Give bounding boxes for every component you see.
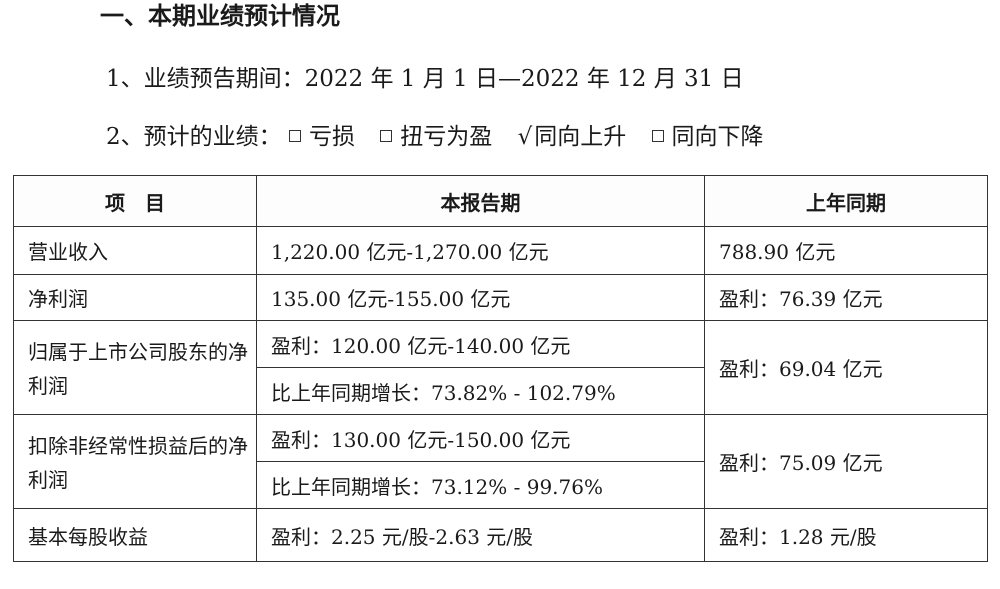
forecast-type-line: 2、预计的业绩： 亏损 扭亏为盈 √同向上升 同向下降 xyxy=(106,122,782,152)
item-eps: 基本每股收益 xyxy=(13,508,257,562)
header-item: 项 目 xyxy=(13,175,257,227)
header-current-period: 本报告期 xyxy=(256,175,705,227)
option-turnaround: 扭亏为盈 xyxy=(380,124,492,150)
table-row: 归属于上市公司股东的净利润 盈利：120.00 亿元-140.00 亿元 盈利：… xyxy=(13,320,988,415)
revenue-previous: 788.90 亿元 xyxy=(704,226,988,275)
attributable-previous: 盈利：69.04 亿元 xyxy=(704,320,988,415)
item-revenue: 营业收入 xyxy=(13,226,257,275)
checkmark-icon: √ xyxy=(517,124,533,150)
option-loss: 亏损 xyxy=(288,124,355,150)
table-row: 比上年同期增长：73.82% - 102.79% xyxy=(14,367,988,415)
option-decrease: 同向下降 xyxy=(651,124,764,150)
checkbox-unchecked-icon xyxy=(651,130,664,142)
table-row: 比上年同期增长：73.12% - 99.76% xyxy=(14,461,988,509)
item-net-profit: 净利润 xyxy=(13,274,257,321)
item-non-recurring-net-profit: 扣除非经常性损益后的净利润 xyxy=(13,414,257,509)
eps-current: 盈利：2.25 元/股-2.63 元/股 xyxy=(256,508,705,562)
option-increase: √同向上升 xyxy=(517,124,627,150)
net-profit-previous: 盈利：76.39 亿元 xyxy=(704,274,988,321)
attributable-current-profit: 盈利：120.00 亿元-140.00 亿元 xyxy=(256,320,705,368)
item-attributable-net-profit: 归属于上市公司股东的净利润 xyxy=(13,320,257,415)
header-previous-period: 上年同期 xyxy=(704,175,988,227)
checkbox-unchecked-icon xyxy=(288,130,301,142)
net-profit-current: 135.00 亿元-155.00 亿元 xyxy=(256,274,705,321)
eps-previous: 盈利：1.28 元/股 xyxy=(704,508,988,562)
checkbox-unchecked-icon xyxy=(380,130,393,142)
forecast-label: 2、预计的业绩： xyxy=(106,124,282,150)
table-header-row: 项 目 本报告期 上年同期 xyxy=(13,175,988,227)
non-recurring-previous: 盈利：75.09 亿元 xyxy=(704,414,988,509)
table-row: 营业收入 1,220.00 亿元-1,270.00 亿元 788.90 亿元 xyxy=(13,226,988,275)
non-recurring-current-profit: 盈利：130.00 亿元-150.00 亿元 xyxy=(256,414,705,462)
table-row: 基本每股收益 盈利：2.25 元/股-2.63 元/股 盈利：1.28 元/股 xyxy=(13,508,988,562)
revenue-current: 1,220.00 亿元-1,270.00 亿元 xyxy=(256,226,705,275)
table-row: 扣除非经常性损益后的净利润 盈利：130.00 亿元-150.00 亿元 盈利：… xyxy=(13,414,988,509)
attributable-current-growth: 比上年同期增长：73.82% - 102.79% xyxy=(256,367,705,415)
non-recurring-current-growth: 比上年同期增长：73.12% - 99.76% xyxy=(256,461,705,509)
section-heading: 一、本期业绩预计情况 xyxy=(100,2,340,30)
table-row: 净利润 135.00 亿元-155.00 亿元 盈利：76.39 亿元 xyxy=(13,274,988,321)
forecast-period-line: 1、业绩预告期间：2022 年 1 月 1 日—2022 年 12 月 31 日 xyxy=(106,66,744,92)
performance-forecast-table: 项 目 本报告期 上年同期 营业收入 1,220.00 亿元-1,270.00 … xyxy=(13,175,988,562)
